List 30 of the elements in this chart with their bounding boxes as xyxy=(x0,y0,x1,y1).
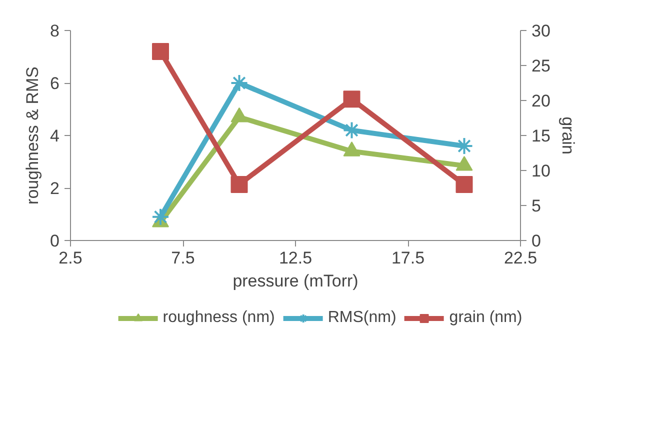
y2-axis-title: grain xyxy=(558,116,578,154)
point xyxy=(343,90,360,108)
point xyxy=(456,176,473,193)
y2-tick-label: 0 xyxy=(532,232,541,250)
y-tick-label: 2 xyxy=(50,179,60,198)
y-tick-label: 6 xyxy=(50,74,60,93)
x-tick-label: 7.5 xyxy=(171,248,195,268)
y2-tick-label: 30 xyxy=(532,22,550,40)
legend-label: RMS(nm) xyxy=(328,309,396,327)
y-tick-label: 0 xyxy=(50,232,60,250)
y2-tick-label: 10 xyxy=(532,162,550,180)
y2-tick-label: 5 xyxy=(532,196,541,216)
x-axis-title: pressure (mTorr) xyxy=(232,272,358,290)
y-tick-label: 8 xyxy=(50,22,60,40)
point xyxy=(230,176,248,193)
y2-tick-label: 20 xyxy=(532,92,550,110)
x-tick-label: 12.5 xyxy=(278,248,312,268)
point xyxy=(230,74,248,92)
y2-tick-label: 15 xyxy=(532,126,550,146)
legend-label: roughness (nm) xyxy=(162,309,275,327)
x-tick-label: 22.5 xyxy=(504,248,538,268)
x-tick-label: 17.5 xyxy=(391,248,425,268)
point xyxy=(152,43,169,60)
x-tick-label: 2.5 xyxy=(58,248,82,268)
point xyxy=(456,156,473,171)
y2-tick-label: 25 xyxy=(532,56,550,76)
legend-label: grain (nm) xyxy=(449,309,522,327)
y-tick-label: 4 xyxy=(50,126,60,146)
y-axis-title: roughness & RMS xyxy=(23,66,42,204)
point xyxy=(343,142,360,156)
